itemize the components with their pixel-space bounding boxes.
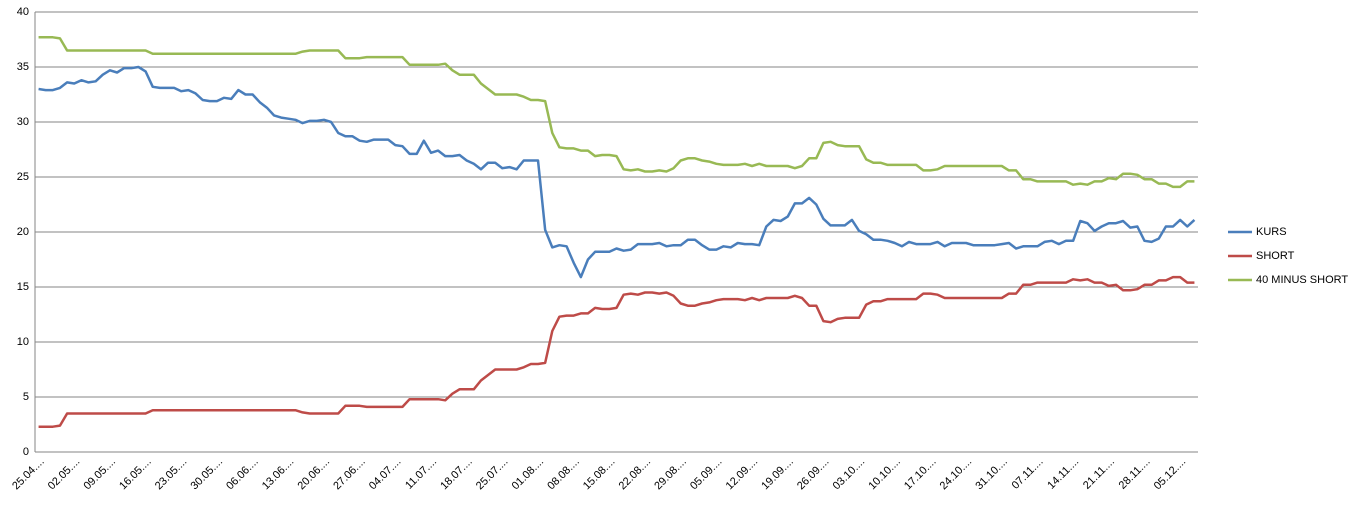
y-tick-label: 5 [23, 391, 29, 403]
x-tick-label: 24.10.... [938, 456, 975, 493]
x-tick-label: 19.09.... [759, 456, 796, 493]
x-tick-label: 06.06.... [224, 456, 261, 493]
x-tick-label: 29.08.... [652, 456, 689, 493]
y-tick-label: 35 [17, 61, 29, 73]
x-tick-label: 28.11.... [1117, 456, 1153, 492]
legend-label: KURS [1256, 226, 1287, 238]
x-tick-label: 03.10.... [831, 456, 868, 493]
legend-label: SHORT [1256, 250, 1295, 262]
x-tick-label: 17.10.... [902, 456, 939, 493]
x-tick-label: 16.05.... [117, 456, 154, 493]
x-tick-label: 02.05.... [46, 456, 83, 493]
x-tick-label: 11.07.... [403, 456, 439, 492]
x-tick-label: 12.09.... [724, 456, 761, 493]
x-tick-label: 05.12.... [1152, 456, 1189, 493]
series-line [38, 275, 1195, 428]
series-line [38, 36, 1195, 189]
x-tick-label: 30.05.... [189, 456, 226, 493]
x-tick-label: 09.05.... [81, 456, 118, 493]
x-tick-label: 01.08.... [510, 456, 547, 493]
y-tick-label: 30 [17, 116, 29, 128]
y-tick-label: 20 [17, 226, 29, 238]
x-tick-label: 26.09.... [795, 456, 832, 493]
x-tick-label: 23.05.... [153, 456, 190, 493]
x-tick-label: 10.10.... [866, 456, 903, 493]
legend-label: 40 MINUS SHORT [1256, 274, 1348, 286]
x-tick-label: 31.10.... [973, 456, 1010, 493]
x-tick-label: 27.06.... [331, 456, 368, 493]
x-tick-label: 25.07.... [474, 456, 511, 493]
y-tick-label: 0 [23, 446, 29, 458]
x-tick-label: 08.08.... [545, 456, 582, 493]
x-tick-label: 18.07.... [438, 456, 475, 493]
x-tick-label: 07.11.... [1010, 456, 1046, 492]
y-tick-label: 15 [17, 281, 29, 293]
y-tick-label: 25 [17, 171, 29, 183]
x-tick-label: 25.04.... [10, 456, 47, 493]
x-tick-label: 20.06.... [296, 456, 333, 493]
x-tick-label: 13.06.... [260, 456, 297, 493]
series-line [38, 65, 1196, 279]
y-tick-label: 10 [17, 336, 29, 348]
y-tick-label: 40 [17, 6, 29, 18]
x-tick-label: 15.08.... [581, 456, 618, 493]
x-tick-label: 22.08.... [617, 456, 654, 493]
x-tick-label: 04.07.... [367, 456, 404, 493]
x-tick-label: 21.11.... [1081, 456, 1117, 492]
x-tick-label: 14.11.... [1045, 456, 1081, 492]
x-tick-label: 05.09.... [688, 456, 725, 493]
